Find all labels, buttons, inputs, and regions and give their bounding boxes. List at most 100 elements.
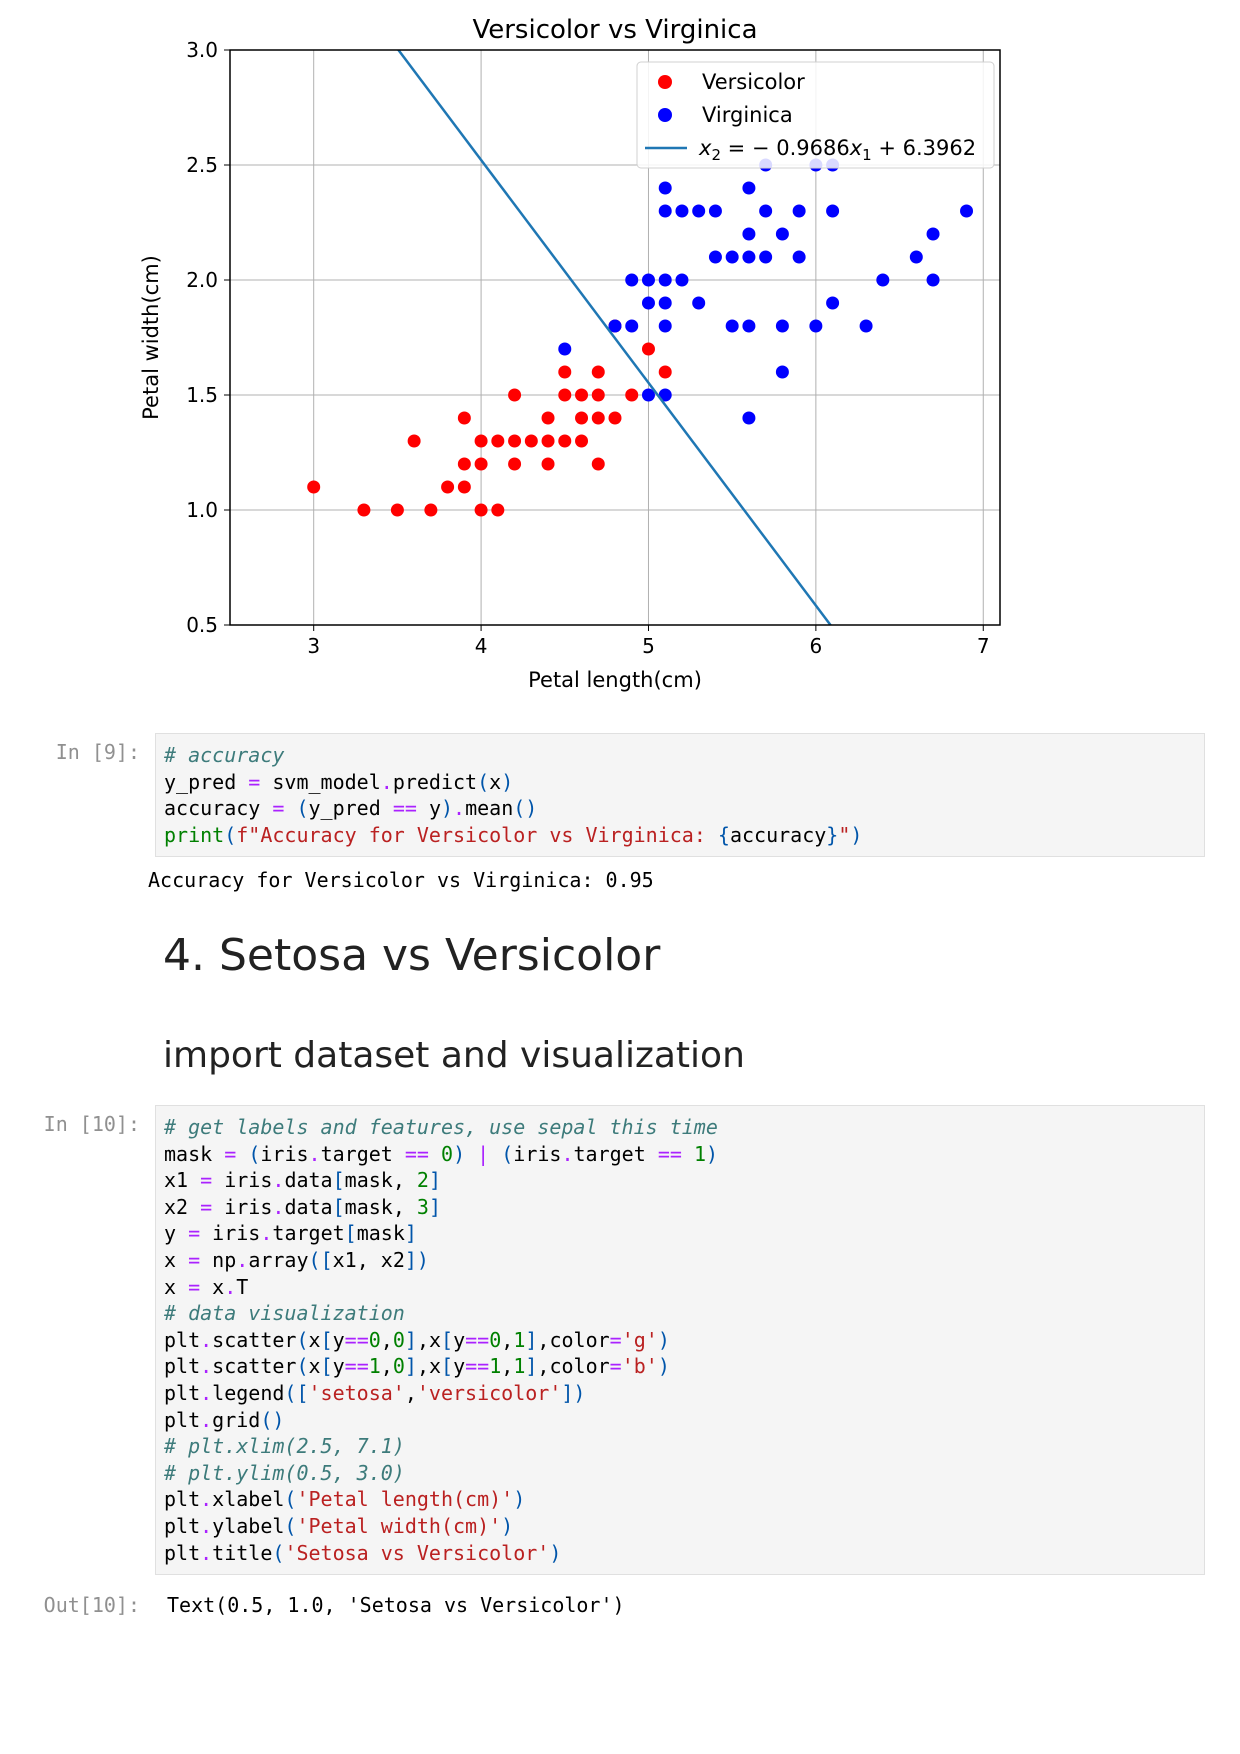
virginica-point [759,204,773,218]
legend-line-label-part: x [698,136,712,160]
code-line: plt.legend(['setosa','versicolor']) [164,1380,1196,1407]
code-token: y [453,1354,466,1379]
versicolor-point [558,388,572,402]
versicolor-point [625,388,639,402]
versicolor-point [591,457,605,471]
virginica-point [876,273,890,287]
virginica-point [725,250,739,264]
code-token: } [826,822,839,847]
code-cell-setosa-versicolor[interactable]: # get labels and features, use sepal thi… [155,1105,1205,1576]
legend-line-label: x2 = − 0.9686x1 + 6.3962 [698,136,976,164]
code-token: == [465,1327,490,1352]
y-tick-label: 2.0 [186,268,218,292]
x-tick-label: 3 [307,634,320,658]
virginica-point [960,204,974,218]
virginica-point [625,273,639,287]
code-line: x = x.T [164,1274,1196,1301]
code-token: accuracy [164,796,273,821]
plot-frame [229,49,1001,626]
code-token: . [272,1194,285,1219]
code-token: y [332,1327,345,1352]
code-token: iris [212,1194,273,1219]
code-token: scatter [212,1327,297,1352]
code-line: x2 = iris.data[mask, 3] [164,1194,1196,1221]
code-token: ( [224,822,237,847]
legend-line-label-part: 2 [711,146,721,164]
code-token: ] [404,1221,417,1246]
code-token [429,1142,441,1166]
virginica-point [708,250,722,264]
code-token: . [453,796,466,821]
code-token: 0 [489,1327,502,1352]
code-token: ] [428,1194,441,1219]
code-token: 1 [513,1327,526,1352]
code-token: x1, x2 [332,1247,405,1272]
code-token: # plt.xlim(2.5, 7.1) [164,1434,405,1459]
code-token: print [164,822,225,847]
virginica-point [826,204,840,218]
code-token: mask, [344,1168,417,1193]
code-token: ([ [284,1380,309,1405]
code-token: . [308,1141,321,1166]
code-token: 'versicolor' [416,1380,562,1405]
legend-line-label-part: 1 [862,146,872,164]
code-line: x = np.array([x1, x2]) [164,1247,1196,1274]
code-line: plt.title('Setosa vs Versicolor') [164,1540,1196,1567]
code-token: = [248,769,261,794]
code-token: target [320,1141,405,1166]
code-token: ,x [416,1354,442,1379]
code-token: == [465,1354,490,1379]
code-token: ( [272,1540,285,1565]
code-token: ([ [308,1247,333,1272]
virginica-point [725,319,739,333]
x-tick-label: 6 [810,634,823,658]
versicolor-point [641,342,655,356]
code-token: xlabel [212,1487,285,1512]
code-token: . [200,1513,213,1538]
code-token: ] [525,1354,538,1379]
code-token: plt [164,1327,201,1352]
virginica-point [742,250,756,264]
versicolor-point [474,457,488,471]
virginica-point [775,227,789,241]
versicolor-point [591,411,605,425]
code-token [465,1142,477,1166]
virginica-point [742,181,756,195]
virginica-point [742,227,756,241]
code-token: f"Accuracy for Versicolor vs Virginica: [236,822,718,847]
code-token: grid [212,1407,261,1432]
code-token: title [212,1540,273,1565]
code-token: iris [200,1221,261,1246]
code-token: 'g' [621,1327,658,1352]
code-token: predict [392,769,478,794]
chart-title: Versicolor vs Virginica [472,15,757,45]
virginica-point [641,296,655,310]
versicolor-point [508,388,522,402]
code-token: x [164,1274,189,1299]
code-token: y_pred [164,769,249,794]
cell-prompt-in-9: In [9]: [55,740,140,764]
versicolor-point [457,457,471,471]
code-cell-accuracy[interactable]: # accuracy y_pred = svm_model.predict(x) a… [155,733,1205,858]
versicolor-point [541,434,555,448]
code-token: . [272,1168,285,1193]
code-token: ) [549,1540,562,1565]
code-line: plt.grid() [164,1407,1196,1434]
code-token: x [164,1247,189,1272]
versicolor-point [357,503,371,517]
virginica-point [675,273,689,287]
code-token: 0 [392,1354,405,1379]
code-token: ( [501,1141,514,1166]
code-token: () [260,1407,285,1432]
code-token: ( [296,1327,309,1352]
code-token: 'Petal width(cm)' [296,1513,502,1538]
versicolor-point [508,457,522,471]
legend-line-label-part: x [849,136,863,160]
code-token: ) [513,1487,526,1512]
code-token: x [489,769,502,794]
code-line: plt.ylabel('Petal width(cm)') [164,1513,1196,1540]
scatter-plot: 3 4 5 6 7 0.5 1.0 1.5 2.0 2.5 3.0 Versicolor vs Vir… [140,15,1001,692]
code-token: , [501,1327,514,1352]
code-token: iris [260,1141,309,1166]
virginica-point [658,388,672,402]
